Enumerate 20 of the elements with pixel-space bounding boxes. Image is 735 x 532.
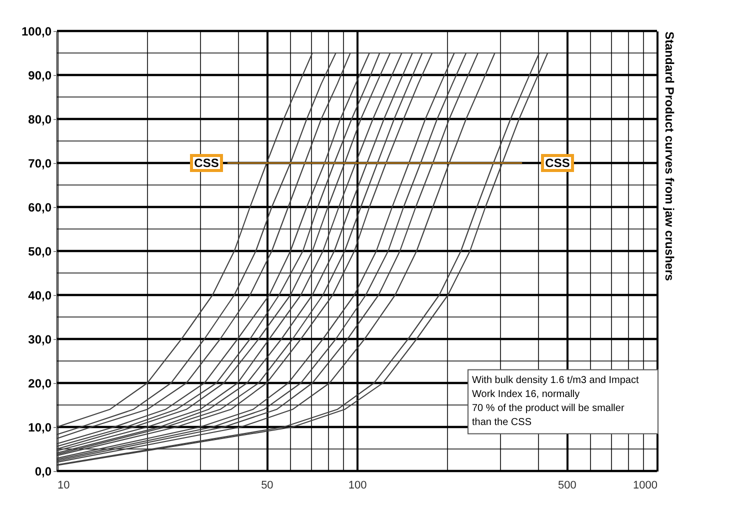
y-tick-label: 100,0: [21, 24, 52, 38]
x-tick-label: 100: [348, 480, 367, 492]
annotation: CSS: [545, 156, 570, 170]
y-tick-label: 40,0: [28, 288, 52, 302]
y-tick-label: 30,0: [28, 332, 52, 346]
x-tick-label: 500: [558, 480, 576, 492]
annotation: CSS: [194, 156, 219, 170]
y-tick-label: 50,0: [28, 244, 52, 258]
y-tick-label: 80,0: [28, 112, 52, 126]
x-tick-label: 50: [261, 480, 274, 492]
y-tick-label: 70,0: [28, 156, 52, 170]
y-tick-label: 90,0: [28, 68, 52, 82]
x-tick-label: 1000: [633, 480, 658, 492]
x-tick-label: 10: [58, 480, 70, 492]
annotation: With bulk density 1.6 t/m3 and Impact Work Index 16, normally 70 % of the product will be smaller than the CSS: [472, 374, 639, 428]
y-tick-label: 20,0: [28, 376, 52, 390]
y-tick-label: 0,0: [34, 464, 52, 478]
y-axis-title: Standard Product curves from jaw crushers: [662, 32, 676, 282]
y-tick-label: 60,0: [28, 200, 52, 214]
y-tick-label: 10,0: [28, 420, 52, 434]
